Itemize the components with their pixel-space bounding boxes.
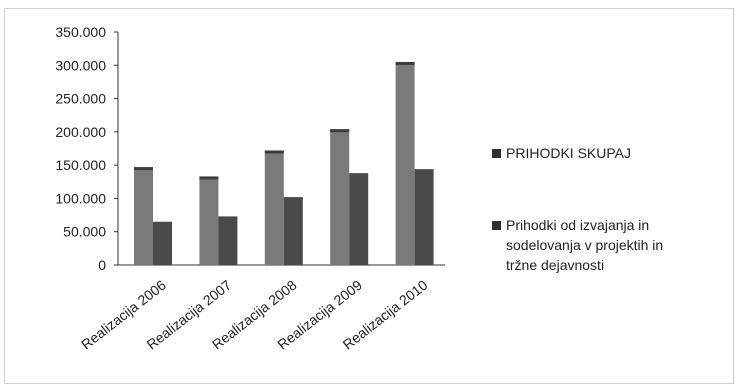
legend-swatch xyxy=(492,149,501,158)
bar-prihodki-projekti-3 xyxy=(349,173,369,265)
bar-prihodki-projekti-0 xyxy=(153,221,172,265)
bar-prihodki-skupaj-3 xyxy=(330,129,350,265)
legend-label: sodelovanja v projektih in xyxy=(506,237,663,253)
bar-top-cap xyxy=(199,176,219,180)
bar-top-cap xyxy=(330,129,350,133)
y-tick-label: 0 xyxy=(98,257,106,273)
bar-prihodki-projekti-1 xyxy=(218,216,238,265)
y-tick-label: 100.000 xyxy=(55,190,106,206)
bar-prihodki-projekti-2 xyxy=(283,197,303,265)
bars xyxy=(134,61,434,266)
legend-label: tržne dejavnosti xyxy=(506,257,604,273)
y-tick-label: 200.000 xyxy=(55,124,106,140)
legend-swatch xyxy=(492,221,501,230)
bar-prihodki-skupaj-4 xyxy=(395,61,415,266)
y-tick-label: 150.000 xyxy=(55,157,106,173)
bar-prihodki-skupaj-1 xyxy=(199,176,219,265)
y-tick-label: 250.000 xyxy=(55,91,106,107)
y-tick-label: 350.000 xyxy=(55,24,106,40)
bar-top-cap xyxy=(264,150,284,154)
bar-prihodki-projekti-4 xyxy=(414,169,434,265)
bar-top-cap xyxy=(395,61,415,65)
bar-top-cap xyxy=(134,167,153,171)
legend-label: PRIHODKI SKUPAJ xyxy=(506,145,631,161)
y-tick-label: 50.000 xyxy=(63,224,106,240)
legend-label: Prihodki od izvajanja in xyxy=(506,217,649,233)
chart-frame xyxy=(4,8,734,384)
y-axis: 0 50.000 100.000 150.000 200.000 250.000 300.0… xyxy=(55,24,445,273)
y-tick-label: 300.000 xyxy=(55,57,106,73)
bar-prihodki-skupaj-0 xyxy=(134,167,153,265)
legend: PRIHODKI SKUPAJ Prihodki od izvajanja in s… xyxy=(492,145,663,273)
bar-prihodki-skupaj-2 xyxy=(264,150,284,265)
